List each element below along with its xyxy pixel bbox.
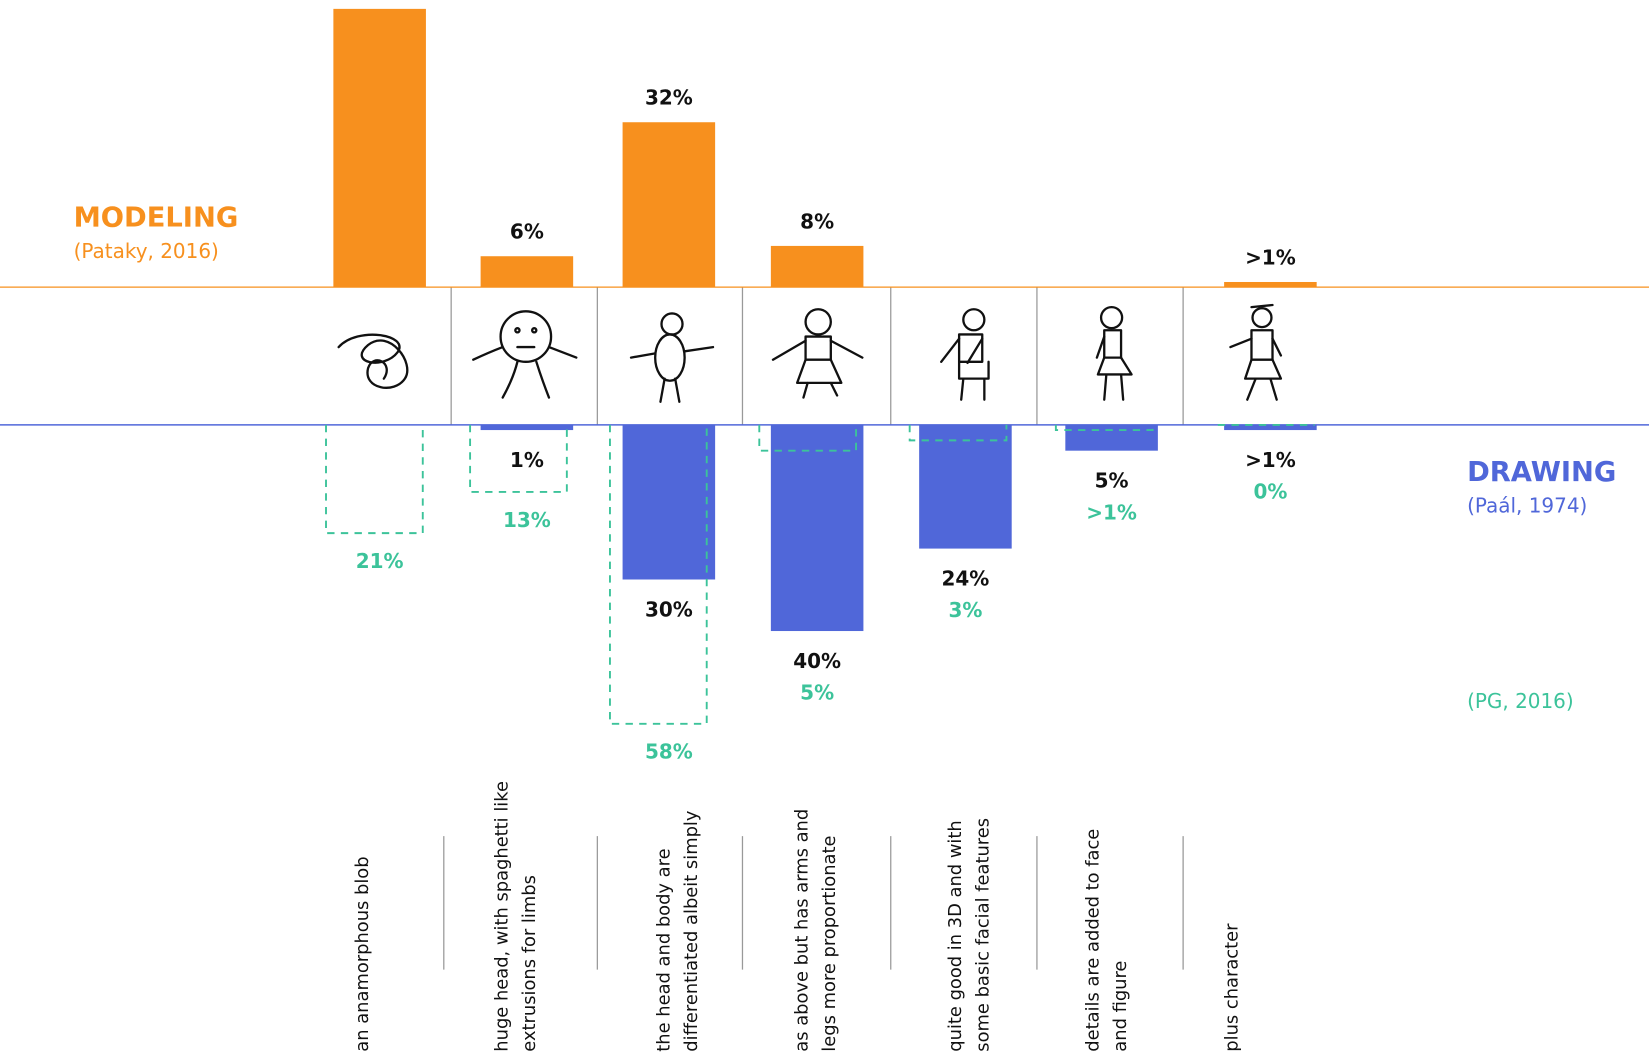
boy-icon xyxy=(940,308,990,401)
blob-icon xyxy=(337,333,409,389)
value-label: 21% xyxy=(356,549,404,573)
value-label: 58% xyxy=(645,740,693,764)
value-label: 5% xyxy=(1095,469,1129,493)
value-label: 40% xyxy=(793,649,841,673)
category-label: an anamorphous blob xyxy=(352,856,373,1051)
bar xyxy=(770,245,864,288)
value-label: >1% xyxy=(1245,245,1296,269)
dashed-bar xyxy=(469,424,568,493)
value-label: >1% xyxy=(1086,500,1137,524)
value-label: 1% xyxy=(510,448,544,472)
character-icon xyxy=(1229,303,1283,401)
legend-title: (PG, 2016) xyxy=(1467,689,1574,713)
category-label: quite good in 3D and with xyxy=(945,820,966,1051)
value-label: 24% xyxy=(942,567,990,591)
dashed-bar xyxy=(325,424,424,535)
bar xyxy=(1224,424,1317,431)
simple-figure-icon xyxy=(629,312,715,403)
bar xyxy=(622,424,716,580)
category-label: as above but has arms and xyxy=(791,809,812,1052)
bar xyxy=(622,122,716,288)
bar xyxy=(919,424,1012,549)
legend-source: (Pataky, 2016) xyxy=(74,239,219,263)
value-label: 3% xyxy=(948,598,982,622)
value-label: 13% xyxy=(503,508,551,532)
dashed-bar xyxy=(609,424,708,725)
value-label: 8% xyxy=(800,209,834,233)
legend-title: MODELING xyxy=(74,202,239,233)
bar xyxy=(480,256,574,288)
girl-icon xyxy=(771,308,864,399)
value-label: 32% xyxy=(645,86,693,110)
legend-source: (Paál, 1974) xyxy=(1467,493,1587,517)
head-icon xyxy=(472,310,578,399)
category-label: legs more proportionate xyxy=(819,836,840,1052)
figure-band xyxy=(450,287,1184,425)
value-label: 5% xyxy=(800,681,834,705)
category-label: differentiated albeit simply xyxy=(681,810,702,1052)
value-label: >1% xyxy=(1245,448,1296,472)
dashed-bar xyxy=(758,424,857,452)
bar xyxy=(1224,281,1317,288)
bar xyxy=(770,424,864,632)
category-label: details are added to face xyxy=(1083,829,1104,1052)
category-label: some basic facial features xyxy=(972,818,993,1052)
legend-title: DRAWING xyxy=(1467,457,1616,488)
bar xyxy=(1065,424,1158,451)
category-label: huge head, with spaghetti like xyxy=(492,781,513,1052)
category-label: extrusions for limbs xyxy=(519,875,540,1052)
dashed-bar xyxy=(1054,424,1154,432)
category-label: plus character xyxy=(1222,923,1243,1052)
category-label: the head and body are xyxy=(654,848,675,1051)
woman-icon xyxy=(1095,305,1133,401)
label-separators xyxy=(443,836,1184,970)
category-label: and figure xyxy=(1110,961,1131,1052)
figure-icons xyxy=(337,303,1283,403)
bar xyxy=(480,424,574,431)
value-label: 30% xyxy=(645,598,693,622)
bar xyxy=(333,8,426,288)
value-label: 0% xyxy=(1253,480,1287,504)
value-label: 6% xyxy=(510,220,544,244)
